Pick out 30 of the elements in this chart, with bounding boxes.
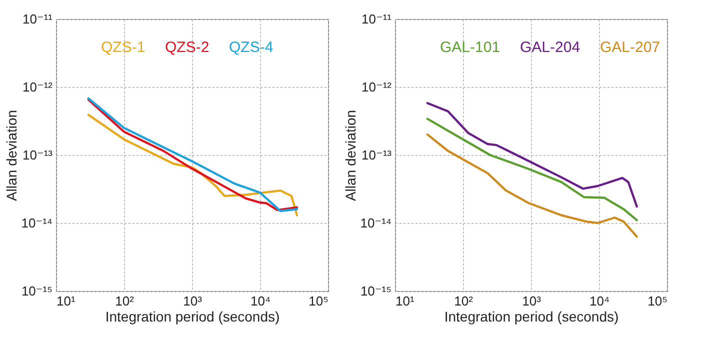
y-tick-label: 10⁻¹¹ bbox=[362, 12, 392, 26]
y-tick-label: 10⁻¹⁵ bbox=[360, 284, 392, 298]
y-axis-title: Allan deviation bbox=[342, 110, 358, 202]
x-axis-title: Integration period (seconds) bbox=[444, 308, 619, 324]
x-tick-label: 10³ bbox=[522, 294, 542, 308]
x-axis-title: Integration period (seconds) bbox=[105, 308, 280, 324]
text: QZS-4 bbox=[229, 38, 274, 56]
text: GAL-207 bbox=[600, 38, 660, 56]
y-axis-title: Allan deviation bbox=[3, 110, 20, 202]
x-tick-label: 10⁴ bbox=[589, 294, 610, 308]
x-tick-label: 10² bbox=[115, 294, 135, 308]
y-tick-label: 10⁻¹² bbox=[362, 80, 392, 94]
x-tick-label: 10³ bbox=[183, 294, 203, 308]
y-tick-label: 10⁻¹¹ bbox=[22, 12, 54, 26]
y-tick-label: 10⁻¹² bbox=[22, 80, 54, 94]
text: GAL-204 bbox=[520, 38, 580, 56]
x-tick-label: 10⁵ bbox=[648, 294, 668, 308]
y-tick-label: 10⁻¹⁴ bbox=[21, 216, 52, 230]
text: GAL-101 bbox=[440, 38, 500, 56]
x-tick-label: 10² bbox=[454, 294, 474, 308]
x-tick-label: 10⁵ bbox=[308, 294, 328, 308]
x-tick-label: 10¹ bbox=[56, 294, 76, 308]
y-tick-label: 10⁻¹⁴ bbox=[360, 216, 392, 230]
text: QZS-1 bbox=[101, 38, 146, 56]
text: QZS-2 bbox=[165, 38, 210, 56]
x-tick-label: 10¹ bbox=[396, 294, 415, 308]
y-tick-label: 10⁻¹³ bbox=[362, 148, 392, 162]
x-tick-label: 10⁴ bbox=[250, 294, 271, 308]
y-tick-label: 10⁻¹³ bbox=[22, 148, 54, 162]
y-tick-label: 10⁻¹⁵ bbox=[21, 284, 52, 298]
